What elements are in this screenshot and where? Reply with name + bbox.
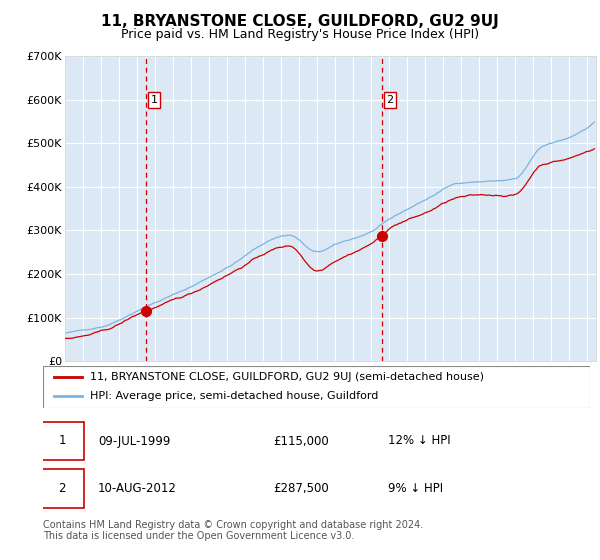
Text: 2: 2 [386,95,394,105]
Text: £115,000: £115,000 [273,435,329,447]
FancyBboxPatch shape [40,469,84,508]
Text: 9% ↓ HPI: 9% ↓ HPI [388,482,443,495]
Text: HPI: Average price, semi-detached house, Guildford: HPI: Average price, semi-detached house,… [90,391,378,401]
FancyBboxPatch shape [43,366,590,408]
Text: 12% ↓ HPI: 12% ↓ HPI [388,435,451,447]
Text: 09-JUL-1999: 09-JUL-1999 [98,435,170,447]
FancyBboxPatch shape [40,422,84,460]
Text: 2: 2 [59,482,66,495]
Text: 1: 1 [59,435,66,447]
Text: 11, BRYANSTONE CLOSE, GUILDFORD, GU2 9UJ: 11, BRYANSTONE CLOSE, GUILDFORD, GU2 9UJ [101,14,499,29]
Text: £287,500: £287,500 [273,482,329,495]
Text: Price paid vs. HM Land Registry's House Price Index (HPI): Price paid vs. HM Land Registry's House … [121,28,479,41]
Text: 10-AUG-2012: 10-AUG-2012 [98,482,177,495]
Text: Contains HM Land Registry data © Crown copyright and database right 2024.
This d: Contains HM Land Registry data © Crown c… [43,520,424,542]
Text: 11, BRYANSTONE CLOSE, GUILDFORD, GU2 9UJ (semi-detached house): 11, BRYANSTONE CLOSE, GUILDFORD, GU2 9UJ… [90,372,484,382]
Text: 1: 1 [151,95,158,105]
